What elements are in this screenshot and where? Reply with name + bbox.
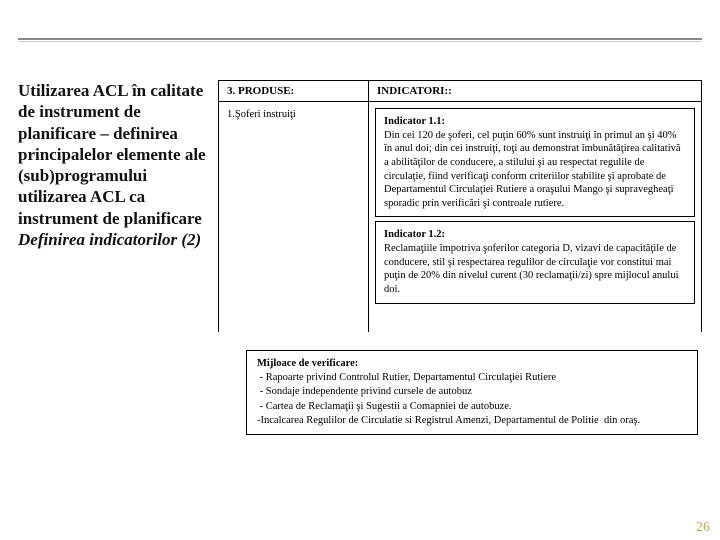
column-produse: 3. PRODUSE: 1.Şoferi instruiţi [219, 81, 369, 332]
indicatori-body: Indicator 1.1: Din cei 120 de şoferi, ce… [369, 102, 701, 314]
indicator-1-2-text: Reclamaţiile împotriva şoferilor categor… [384, 243, 679, 295]
column-indicatori: INDICATORI:: Indicator 1.1: Din cei 120 … [369, 81, 701, 332]
title-main: Utilizarea ACL în calitate de instrument… [18, 81, 206, 228]
right-column: 3. PRODUSE: 1.Şoferi instruiţi INDICATOR… [218, 80, 702, 540]
produse-header: 3. PRODUSE: [219, 81, 368, 102]
indicator-1-1-text: Din cei 120 de şoferi, cel puţin 60% sun… [384, 130, 681, 209]
left-column: Utilizarea ACL în calitate de instrument… [18, 80, 218, 540]
slide-title: Utilizarea ACL în calitate de instrument… [18, 80, 208, 250]
produse-body: 1.Şoferi instruiţi [219, 102, 368, 332]
means-of-verification: Mijloace de verificare: - Rapoarte privi… [246, 350, 698, 435]
slide-content: Utilizarea ACL în calitate de instrument… [18, 80, 702, 540]
title-subtitle: Definirea indicatorilor (2) [18, 230, 201, 249]
indicator-1-2-title: Indicator 1.2: [384, 229, 445, 240]
top-divider [18, 38, 702, 42]
indicator-1-1: Indicator 1.1: Din cei 120 de şoferi, ce… [375, 108, 695, 217]
indicatori-header: INDICATORI:: [369, 81, 701, 102]
mijloace-body: - Rapoarte privind Controlul Rutier, Dep… [257, 372, 719, 426]
mijloace-title: Mijloace de verificare: [257, 358, 358, 369]
indicator-1-1-title: Indicator 1.1: [384, 116, 445, 127]
page-number: 26 [696, 520, 710, 536]
indicator-1-2: Indicator 1.2: Reclamaţiile împotriva şo… [375, 221, 695, 303]
lfa-table: 3. PRODUSE: 1.Şoferi instruiţi INDICATOR… [218, 80, 702, 332]
